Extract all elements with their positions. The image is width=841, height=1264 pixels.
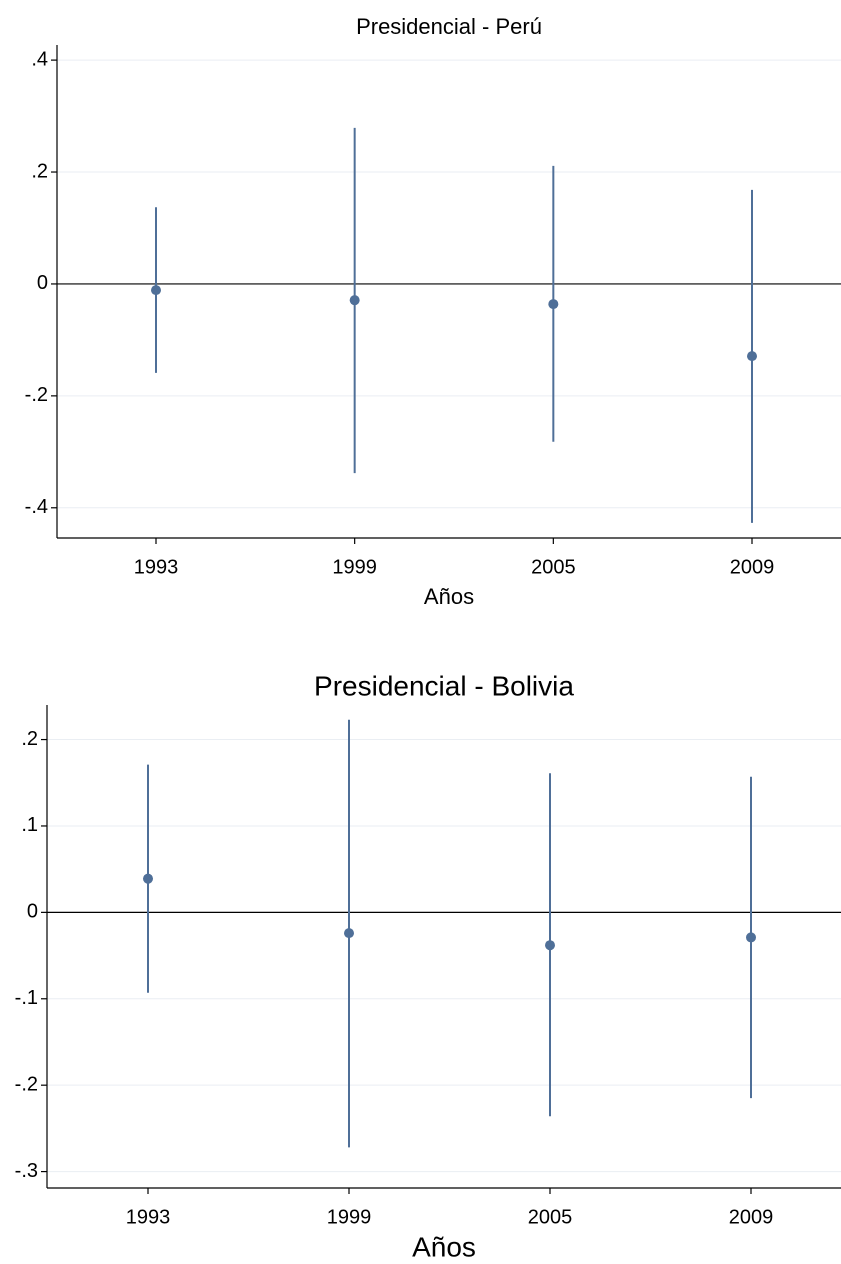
- y-tick-label: 0: [37, 272, 48, 294]
- point-estimate: [746, 932, 756, 943]
- point-estimate: [747, 351, 757, 362]
- y-tick-label: .1: [21, 814, 38, 836]
- y-tick-label: .2: [21, 728, 38, 750]
- chart-title: Presidencial - Bolivia: [314, 670, 574, 701]
- y-tick-label: .4: [31, 48, 48, 70]
- x-tick-label: 1993: [134, 556, 179, 578]
- y-tick-label: -.1: [15, 987, 38, 1009]
- y-tick-label: .2: [31, 160, 48, 182]
- y-tick-label: 0: [27, 901, 38, 923]
- y-tick-label: -.2: [25, 384, 48, 406]
- x-tick-label: 1999: [332, 556, 377, 578]
- x-axis-label: Años: [412, 1231, 476, 1262]
- x-tick-label: 2005: [528, 1206, 573, 1228]
- y-tick-label: -.3: [15, 1160, 38, 1182]
- point-estimate: [344, 928, 354, 939]
- x-tick-label: 1993: [126, 1206, 171, 1228]
- point-estimate: [545, 940, 555, 951]
- point-estimate: [151, 285, 161, 296]
- x-tick-label: 1999: [327, 1206, 372, 1228]
- y-tick-label: -.4: [25, 496, 48, 518]
- point-estimate: [349, 295, 360, 306]
- x-tick-label: 2009: [730, 556, 775, 578]
- point-estimate: [143, 873, 153, 884]
- chart-title: Presidencial - Perú: [356, 14, 542, 39]
- point-estimate: [548, 299, 559, 310]
- x-tick-label: 2009: [729, 1206, 774, 1228]
- x-tick-label: 2005: [531, 556, 576, 578]
- y-tick-label: -.2: [15, 1073, 38, 1095]
- x-axis-label: Años: [424, 584, 474, 609]
